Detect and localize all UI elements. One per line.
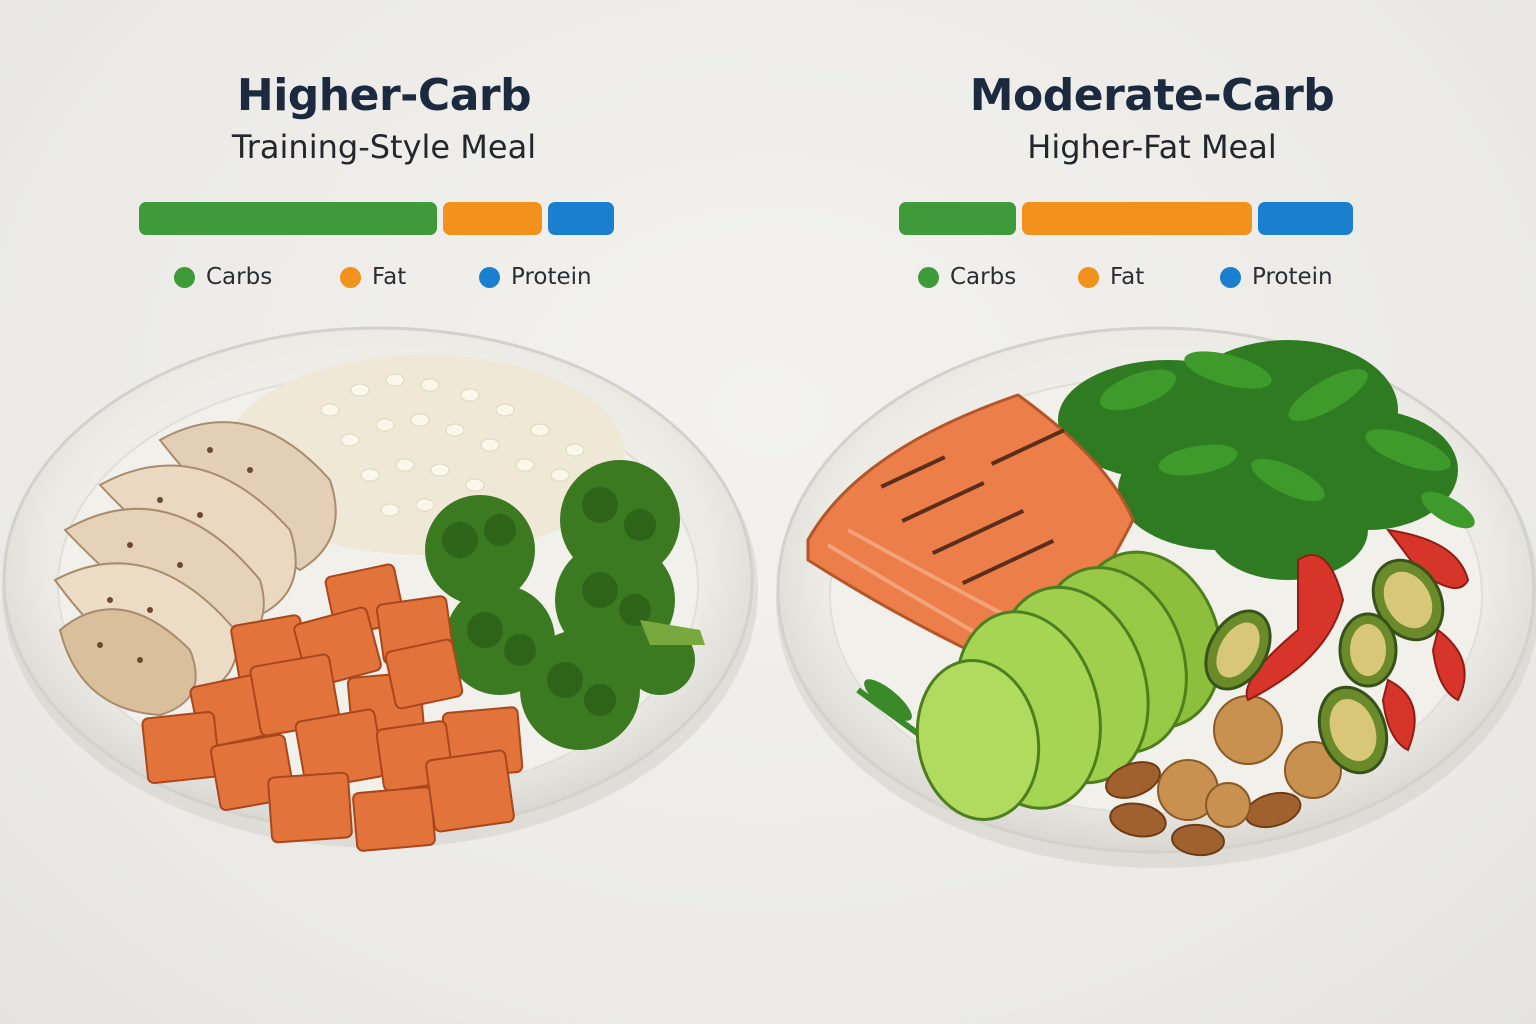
legend-label: Protein bbox=[1252, 264, 1333, 290]
macro-legend: Carbs Fat Protein bbox=[918, 262, 1358, 292]
macro-bar-fat bbox=[1022, 202, 1253, 235]
moderate-carb-panel: Moderate-Carb Higher-Fat Meal Carbs Fat … bbox=[768, 0, 1536, 1024]
macro-bar-protein bbox=[547, 202, 614, 235]
protein-dot-icon bbox=[479, 266, 500, 288]
panel-title: Higher-Carb bbox=[236, 70, 532, 121]
legend-item-fat: Fat bbox=[1078, 262, 1144, 292]
arugula-food bbox=[856, 340, 1475, 773]
legend-item-protein: Protein bbox=[479, 262, 592, 292]
legend-label: Carbs bbox=[950, 264, 1017, 290]
carbs-dot-icon bbox=[174, 266, 195, 288]
panel-title: Moderate-Carb bbox=[969, 70, 1335, 121]
macro-bar-protein bbox=[1258, 202, 1353, 235]
macro-bar-carbs bbox=[899, 202, 1017, 235]
nuts-food bbox=[1105, 695, 1342, 857]
legend-label: Fat bbox=[372, 264, 407, 290]
higher-carb-panel: Higher-Carb Training-Style Meal Carbs Fa… bbox=[2, 70, 758, 852]
legend-item-protein: Protein bbox=[1220, 262, 1333, 292]
legend-label: Fat bbox=[1110, 264, 1145, 290]
legend-item-fat: Fat bbox=[340, 262, 406, 292]
zucchini-peppers-food bbox=[1204, 528, 1470, 775]
legend-item-carbs: Carbs bbox=[174, 262, 272, 292]
carbs-dot-icon bbox=[918, 266, 939, 288]
legend-label: Protein bbox=[511, 264, 592, 290]
legend-label: Carbs bbox=[206, 264, 273, 290]
chicken-food bbox=[53, 421, 337, 717]
macro-bar-fat bbox=[442, 202, 542, 235]
broccoli-food bbox=[425, 460, 705, 750]
fat-dot-icon bbox=[1078, 266, 1099, 288]
macro-bar bbox=[139, 202, 614, 235]
legend-item-carbs: Carbs bbox=[918, 262, 1016, 292]
moderate-carb-plate-image bbox=[776, 326, 1536, 868]
panel-subtitle: Higher-Fat Meal bbox=[1027, 128, 1277, 166]
panel-subtitle: Training-Style Meal bbox=[231, 128, 537, 166]
fat-dot-icon bbox=[340, 266, 361, 288]
higher-carb-plate-image bbox=[2, 326, 758, 852]
macro-legend: Carbs Fat Protein bbox=[174, 262, 614, 292]
avocado-food bbox=[915, 550, 1223, 821]
macro-bar bbox=[899, 202, 1353, 235]
protein-dot-icon bbox=[1220, 266, 1241, 288]
sweet-potato-food bbox=[141, 563, 524, 852]
macro-bar-carbs bbox=[139, 202, 437, 235]
